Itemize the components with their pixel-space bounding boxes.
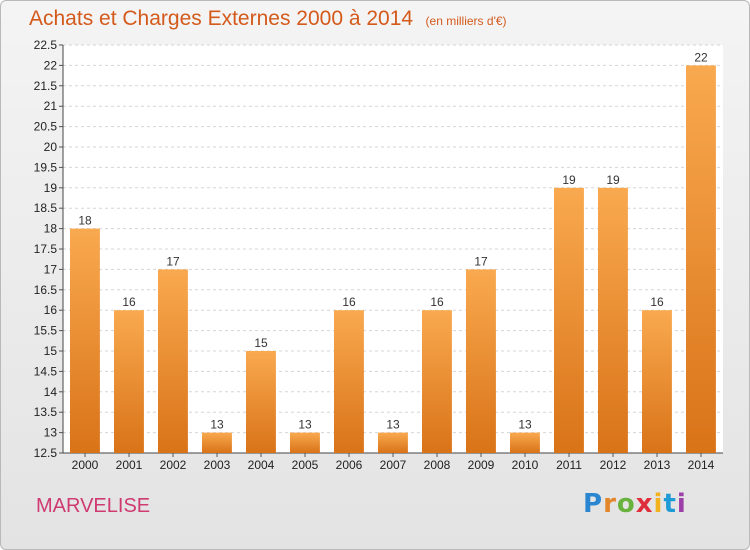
x-tick-label: 2004 (248, 458, 275, 472)
x-tick-label: 2003 (204, 458, 231, 472)
x-tick-label: 2010 (512, 458, 539, 472)
commune-name: MARVELISE (36, 495, 151, 517)
y-tick-label: 13 (44, 426, 58, 440)
bar-value-label: 13 (298, 418, 312, 432)
brand-letter: i (653, 489, 664, 519)
bar (290, 432, 320, 453)
y-tick-label: 15.5 (34, 324, 58, 338)
bar-value-label: 18 (78, 214, 92, 228)
y-tick-label: 17.5 (34, 242, 58, 256)
y-tick-label: 22 (44, 58, 58, 72)
x-tick-label: 2002 (160, 458, 187, 472)
brand-letter: P (583, 489, 604, 519)
brand-letter: o (616, 489, 636, 519)
y-tick-label: 20.5 (34, 120, 58, 134)
y-tick-label: 13.5 (34, 405, 58, 419)
y-tick-label: 18 (44, 222, 58, 236)
bar-value-label: 13 (210, 418, 224, 432)
brand-letter: x (635, 489, 654, 519)
bar (114, 310, 144, 453)
y-tick-label: 17 (44, 262, 58, 276)
x-tick-label: 2011 (556, 458, 582, 472)
x-tick-label: 2001 (116, 458, 143, 472)
y-tick-label: 19 (44, 181, 58, 195)
x-tick-label: 2000 (72, 458, 99, 472)
x-tick-label: 2009 (468, 458, 495, 472)
bar-value-label: 16 (650, 295, 664, 309)
brand-logo: Proxiti (583, 489, 687, 519)
x-tick-label: 2012 (600, 458, 627, 472)
x-tick-label: 2008 (424, 458, 451, 472)
y-tick-label: 20 (44, 140, 58, 154)
y-tick-label: 16.5 (34, 283, 58, 297)
bar-value-label: 16 (430, 295, 444, 309)
bar (686, 65, 716, 454)
y-tick-label: 22.5 (34, 38, 58, 52)
chart-title: Achats et Charges Externes 2000 à 2014 (… (29, 7, 507, 31)
bar (378, 432, 408, 453)
bar-value-label: 15 (254, 336, 268, 350)
bar-value-label: 17 (474, 254, 488, 268)
bar-value-label: 16 (122, 295, 136, 309)
bar (246, 351, 276, 453)
bar (466, 269, 496, 453)
bar (158, 269, 188, 453)
bar (642, 310, 672, 453)
brand-letter: i (676, 489, 687, 519)
y-tick-label: 21 (44, 99, 58, 113)
bar (598, 187, 628, 454)
chart-title-unit: (en milliers d'€) (425, 14, 507, 28)
bar (422, 310, 452, 453)
bar-value-label: 19 (562, 173, 576, 187)
bar (70, 228, 100, 453)
y-tick-label: 14.5 (34, 364, 58, 378)
y-tick-label: 16 (44, 303, 58, 317)
x-tick-label: 2005 (292, 458, 319, 472)
bar-value-label: 13 (518, 418, 532, 432)
y-tick-label: 12.5 (34, 446, 58, 460)
x-tick-label: 2006 (336, 458, 363, 472)
bar (510, 432, 540, 453)
y-tick-label: 18.5 (34, 201, 58, 215)
bar-value-label: 13 (386, 418, 400, 432)
y-tick-label: 21.5 (34, 79, 58, 93)
y-tick-label: 19.5 (34, 160, 58, 174)
x-tick-label: 2013 (644, 458, 671, 472)
bar-value-label: 19 (606, 173, 620, 187)
y-tick-label: 15 (44, 344, 58, 358)
x-tick-label: 2014 (688, 458, 715, 472)
brand-letter: r (603, 489, 617, 519)
bar-value-label: 16 (342, 295, 356, 309)
bar (554, 187, 584, 454)
chart-title-main: Achats et Charges Externes 2000 à 2014 (29, 7, 414, 30)
bar-value-label: 17 (166, 254, 180, 268)
bar (334, 310, 364, 453)
x-tick-label: 2007 (380, 458, 407, 472)
y-tick-label: 14 (44, 385, 58, 399)
bar-value-label: 22 (694, 50, 708, 64)
brand-letter: t (663, 489, 677, 519)
bar (202, 432, 232, 453)
